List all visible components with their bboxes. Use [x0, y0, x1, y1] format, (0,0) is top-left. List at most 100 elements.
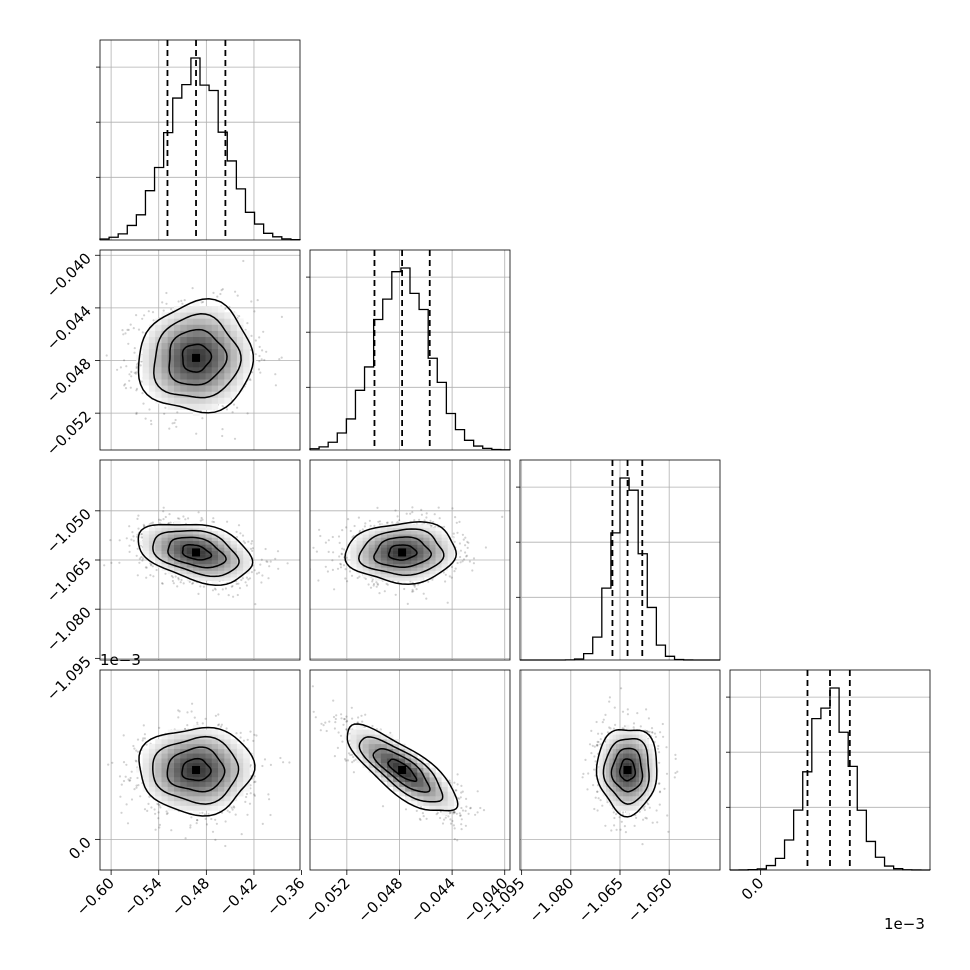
sample-point [191, 287, 194, 290]
sample-point [581, 776, 584, 779]
sample-point [593, 807, 596, 811]
density-cell [199, 385, 206, 392]
density-cell [602, 781, 607, 787]
density-cell [180, 397, 187, 404]
sample-point [267, 793, 270, 796]
sample-point [196, 819, 199, 822]
sample-point [459, 814, 462, 817]
sample-point [274, 557, 277, 560]
sample-point [452, 811, 455, 814]
density-cell [161, 537, 169, 541]
sample-point [173, 421, 176, 424]
sample-point [252, 739, 255, 743]
density-cell [393, 762, 400, 768]
density-cell [344, 550, 351, 555]
density-cell [622, 786, 627, 792]
sample-point [584, 758, 587, 762]
sample-point [138, 561, 141, 564]
sample-point [455, 812, 458, 815]
density-cell [399, 762, 406, 768]
density-cell [435, 550, 442, 555]
sample-point [334, 721, 337, 724]
sample-point [163, 412, 166, 415]
density-cell [205, 570, 213, 575]
sample-point [425, 817, 428, 820]
density-cell [180, 781, 187, 787]
density-cell [629, 791, 633, 797]
sample-point [593, 755, 596, 758]
density-cell [148, 342, 156, 350]
density-cell [192, 560, 200, 565]
density-cell [386, 544, 394, 548]
density-cell [155, 550, 162, 555]
contour-line [344, 521, 458, 586]
sample-point [261, 764, 264, 768]
density-cell [205, 777, 213, 783]
density-cell [167, 560, 175, 565]
density-cell [362, 530, 369, 535]
sample-point [141, 317, 144, 320]
panel-frame [729, 669, 931, 871]
sample-point [635, 816, 638, 820]
sample-point [460, 784, 463, 788]
density-cell [374, 564, 382, 568]
density-cell [161, 524, 169, 528]
density-cell [362, 544, 369, 548]
sample-point [364, 577, 367, 581]
sample-point [674, 757, 677, 761]
density-cell [180, 367, 187, 374]
sample-point [141, 331, 144, 334]
sample-point [441, 822, 445, 825]
density-cell [161, 534, 169, 538]
density-cell [192, 367, 200, 374]
density-cell [635, 767, 640, 773]
sample-point [130, 538, 133, 541]
density-cell [155, 324, 162, 331]
density-cell [429, 540, 436, 545]
sample-point [674, 753, 677, 757]
density-cell [230, 557, 238, 561]
sample-point [165, 810, 168, 813]
density-cell [186, 767, 194, 773]
sample-point [444, 580, 447, 583]
density-cell [230, 570, 238, 575]
density-cell [224, 367, 231, 374]
sample-point [242, 739, 245, 742]
density-cell [218, 570, 225, 575]
sample-point [658, 751, 661, 754]
sample-point [135, 371, 138, 374]
sample-point [150, 423, 153, 426]
density-cell [423, 544, 430, 548]
density-cell [380, 557, 388, 561]
density-cell [380, 767, 388, 773]
density-cell [230, 739, 238, 745]
density-cell [622, 805, 627, 811]
sample-point [197, 592, 200, 596]
density-cell [399, 534, 406, 538]
sample-point [153, 808, 156, 811]
density-cell [629, 734, 633, 740]
sample-point [622, 727, 625, 730]
density-cell [230, 748, 238, 754]
density-cell [356, 739, 363, 745]
sample-point [105, 354, 108, 357]
sample-point [614, 723, 617, 727]
density-cell [199, 772, 206, 778]
density-cell [619, 758, 623, 764]
sample-point [459, 555, 462, 559]
density-cell [186, 403, 194, 410]
density-cell [393, 527, 400, 532]
sample-point [240, 578, 243, 582]
sample-point [203, 813, 206, 816]
sample-point [150, 806, 153, 809]
sample-point [453, 810, 456, 814]
density-cell [161, 367, 169, 374]
density-cell [192, 348, 200, 356]
sample-point [345, 720, 348, 723]
sample-point [147, 310, 150, 313]
sample-point [265, 560, 268, 563]
density-cell [625, 805, 630, 811]
density-cell [639, 791, 643, 797]
sample-point [244, 328, 247, 331]
sample-point [129, 323, 132, 326]
